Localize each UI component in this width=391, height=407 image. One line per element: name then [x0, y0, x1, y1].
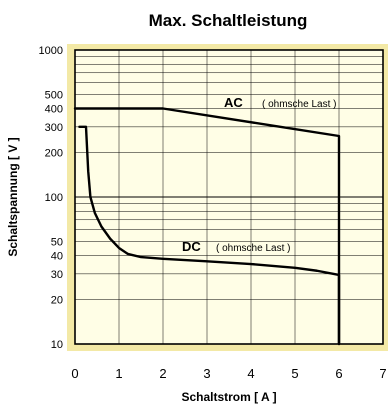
x-tick-label: 0 [71, 366, 78, 381]
x-axis-ticks: 0 1 2 3 4 5 6 7 [71, 366, 386, 381]
x-tick-label: 4 [247, 366, 254, 381]
series-label-dc: DC [182, 239, 201, 254]
y-tick-label: 400 [45, 103, 63, 115]
y-tick-label: 100 [45, 192, 63, 204]
series-layer [73, 107, 341, 346]
y-tick-label: 10 [51, 339, 63, 351]
x-tick-label: 6 [335, 366, 342, 381]
y-axis-label: Schaltspannung [ V ] [6, 137, 20, 256]
x-tick-label: 2 [159, 366, 166, 381]
y-tick-label: 20 [51, 295, 63, 307]
series-label-ac: AC [224, 95, 243, 110]
series-line-dc [78, 125, 341, 346]
y-tick-label: 200 [45, 148, 63, 160]
y-tick-label: 1000 [39, 45, 63, 57]
plot-border [74, 49, 384, 345]
x-tick-label: 1 [115, 366, 122, 381]
x-tick-label: 5 [291, 366, 298, 381]
chart-title: Max. Schaltleistung [149, 11, 308, 30]
x-tick-label: 7 [379, 366, 386, 381]
y-axis-ticks: 1000 500 400 300 200 100 50 40 30 20 10 [39, 45, 63, 351]
series-line-ac [73, 107, 341, 346]
x-axis-label: Schaltstrom [ A ] [181, 390, 276, 404]
x-tick-label: 3 [203, 366, 210, 381]
y-tick-label: 300 [45, 122, 63, 134]
y-tick-label: 500 [45, 89, 63, 101]
series-note-dc: ( ohmsche Last ) [216, 243, 290, 254]
y-tick-label: 30 [51, 269, 63, 281]
y-tick-label: 40 [51, 250, 63, 262]
series-note-ac: ( ohmsche Last ) [262, 99, 336, 110]
y-tick-label: 50 [51, 236, 63, 248]
